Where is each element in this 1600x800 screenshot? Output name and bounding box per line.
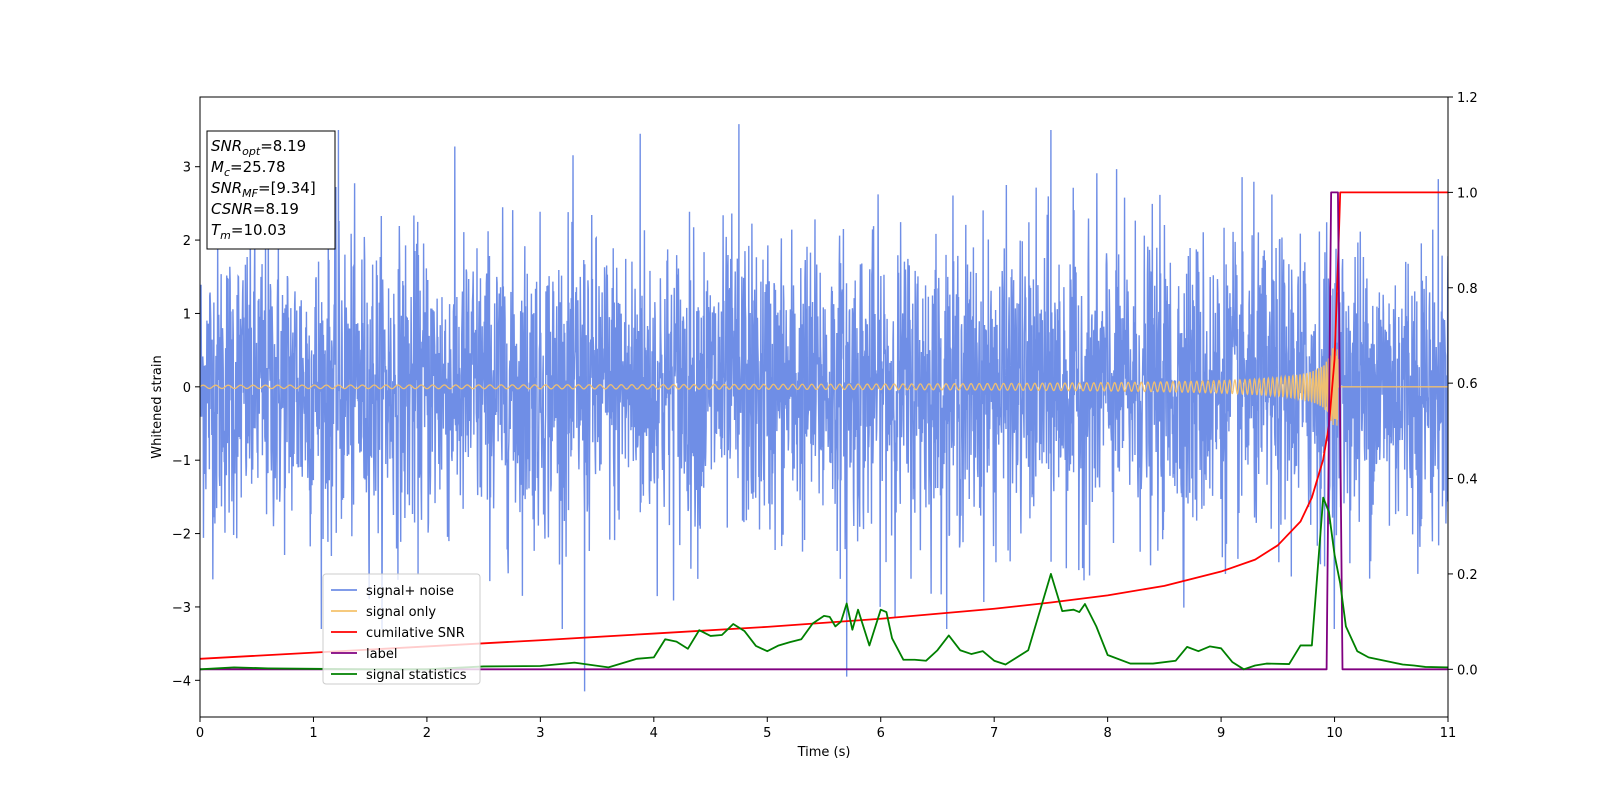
annotation-subscript: m xyxy=(220,229,231,242)
label-line xyxy=(200,191,1448,671)
y-axis-label: Whitened strain xyxy=(150,355,165,458)
plot-frame xyxy=(199,96,1449,718)
y-left-tick-label: −4 xyxy=(172,674,191,689)
annotation-frame xyxy=(206,130,336,250)
y-axis-right: 0.0 0.2 0.4 0.6 0.8 1.0 1.2 xyxy=(1448,91,1478,678)
y-left-tick-label: 2 xyxy=(183,234,191,249)
annotation-symbol: T xyxy=(211,221,222,239)
y-right-tick-label: 1.0 xyxy=(1457,186,1478,201)
annotation-value: =25.78 xyxy=(230,158,286,176)
cumulative-snr-line xyxy=(200,191,1448,660)
annotation-subscript: opt xyxy=(242,145,261,158)
signal-statistics-line xyxy=(200,496,1448,671)
legend-entry: signal only xyxy=(366,605,436,620)
legend-entry: label xyxy=(366,647,397,662)
right-axis-series xyxy=(200,191,1448,671)
legend-entry: cumilative SNR xyxy=(366,626,465,641)
signal-noise-series xyxy=(200,124,1448,692)
y-left-tick-label: −3 xyxy=(172,601,191,616)
y-right-tick-label: 0.2 xyxy=(1457,568,1478,583)
x-tick-label: 0 xyxy=(196,726,204,741)
x-tick-label: 5 xyxy=(763,726,771,741)
y-right-tick-label: 1.2 xyxy=(1457,91,1478,106)
annotation-subscript: c xyxy=(224,166,230,179)
legend-entry: signal+ noise xyxy=(366,584,454,599)
x-axis: 0 1 2 3 4 5 6 7 8 9 10 11 xyxy=(196,717,1456,741)
x-tick-label: 1 xyxy=(309,726,317,741)
x-tick-label: 3 xyxy=(536,726,544,741)
annotation-subscript: MF xyxy=(242,187,258,200)
legend-frame xyxy=(322,573,481,685)
y-left-tick-label: 0 xyxy=(183,381,191,396)
legend: signal+ noise signal only cumilative SNR la… xyxy=(322,573,481,685)
y-right-tick-label: 0.8 xyxy=(1457,282,1478,297)
y-right-tick-label: 0.0 xyxy=(1457,663,1478,678)
x-tick-label: 2 xyxy=(423,726,431,741)
annotation-line: Tm=10.03 xyxy=(211,221,286,242)
y-right-tick-label: 0.4 xyxy=(1457,473,1478,488)
parameter-annotation-box: SNRopt=8.19Mc=25.78SNRMF=[9.34]CSNR=8.19… xyxy=(206,130,336,250)
x-tick-label: 9 xyxy=(1217,726,1225,741)
signal-only-series xyxy=(200,348,1448,426)
annotation-line: Mc=25.78 xyxy=(211,158,286,179)
annotation-value: =8.19 xyxy=(260,137,306,155)
x-tick-label: 4 xyxy=(650,726,658,741)
annotation-symbol: SNR xyxy=(211,137,242,155)
annotation-value: =8.19 xyxy=(253,200,299,218)
x-axis-label: Time (s) xyxy=(797,745,851,760)
annotation-line: SNRopt=8.19 xyxy=(211,137,306,158)
y-axis-left: −4 −3 −2 −1 0 1 2 3 xyxy=(172,161,200,689)
annotation-line: CSNR=8.19 xyxy=(211,200,299,218)
annotation-symbol: M xyxy=(211,158,224,176)
y-left-tick-label: 3 xyxy=(183,161,191,176)
y-left-tick-label: −1 xyxy=(172,454,191,469)
legend-entry: signal statistics xyxy=(366,668,467,683)
annotation-value: =10.03 xyxy=(231,221,287,239)
y-right-tick-label: 0.6 xyxy=(1457,377,1478,392)
annotation-symbol: CSNR xyxy=(211,200,253,218)
x-tick-label: 8 xyxy=(1103,726,1111,741)
x-tick-label: 10 xyxy=(1326,726,1343,741)
x-tick-label: 11 xyxy=(1440,726,1457,741)
annotation-value: =[9.34] xyxy=(258,179,316,197)
signal-noise-line xyxy=(200,124,1448,692)
y-left-tick-label: −2 xyxy=(172,528,191,543)
annotation-symbol: SNR xyxy=(211,179,242,197)
y-left-tick-label: 1 xyxy=(183,307,191,322)
signal-only-line xyxy=(200,348,1448,426)
annotation-line: SNRMF=[9.34] xyxy=(211,179,316,200)
x-tick-label: 7 xyxy=(990,726,998,741)
x-tick-label: 6 xyxy=(877,726,885,741)
